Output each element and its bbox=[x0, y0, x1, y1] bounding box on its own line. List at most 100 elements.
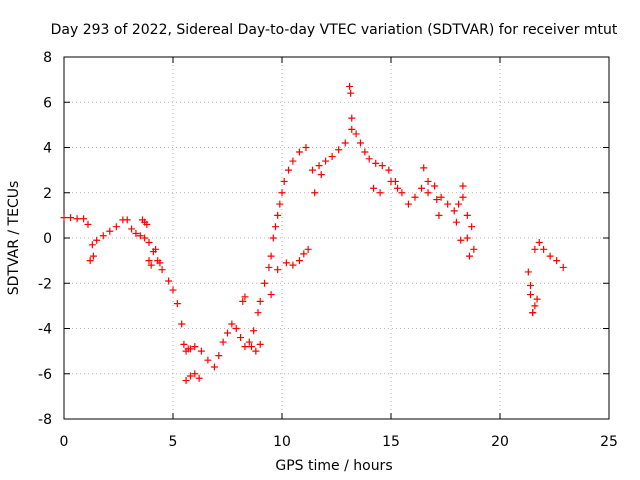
data-point-plus bbox=[252, 347, 260, 355]
data-point-plus bbox=[191, 370, 199, 378]
data-point-plus bbox=[553, 257, 561, 265]
data-point-plus bbox=[256, 340, 264, 348]
data-point-plus bbox=[304, 245, 312, 253]
data-point-plus bbox=[295, 257, 303, 265]
data-point-plus bbox=[215, 352, 223, 360]
data-point-plus bbox=[559, 263, 567, 271]
data-point-plus bbox=[88, 241, 96, 249]
y-tick-label: 6 bbox=[43, 95, 52, 111]
data-point-plus bbox=[93, 236, 101, 244]
data-point-plus bbox=[424, 177, 432, 185]
data-point-plus bbox=[361, 148, 369, 156]
data-point-plus bbox=[348, 125, 356, 133]
data-point-plus bbox=[112, 223, 120, 231]
x-tick-label: 5 bbox=[169, 434, 178, 450]
data-point-plus bbox=[527, 282, 535, 290]
data-point-plus bbox=[533, 295, 541, 303]
x-tick-label: 25 bbox=[600, 434, 618, 450]
data-point-plus bbox=[73, 215, 81, 223]
data-point-plus bbox=[455, 200, 463, 208]
chart-title: Day 293 of 2022, Sidereal Day-to-day VTE… bbox=[51, 22, 618, 38]
data-point-plus bbox=[232, 325, 240, 332]
data-point-plus bbox=[241, 293, 249, 301]
data-point-plus bbox=[365, 155, 373, 163]
data-point-plus bbox=[527, 291, 535, 299]
data-point-plus bbox=[145, 239, 153, 247]
x-tick-labels: 0 5 10 15 20 25 bbox=[60, 434, 618, 450]
data-point-plus bbox=[387, 177, 395, 185]
data-point-plus bbox=[459, 182, 467, 190]
data-point-plus bbox=[182, 377, 190, 385]
data-point-plus bbox=[289, 261, 297, 269]
data-point-plus bbox=[540, 245, 548, 253]
data-point-plus bbox=[106, 227, 114, 235]
data-point-plus bbox=[250, 327, 258, 335]
data-points bbox=[60, 82, 567, 385]
data-point-plus bbox=[84, 220, 92, 228]
data-point-plus bbox=[311, 189, 319, 197]
data-point-plus bbox=[147, 261, 155, 269]
data-point-plus bbox=[143, 220, 151, 228]
data-point-plus bbox=[300, 250, 308, 258]
data-point-plus bbox=[165, 277, 173, 285]
data-point-plus bbox=[450, 207, 458, 215]
data-point-plus bbox=[280, 177, 288, 185]
x-tick-label: 20 bbox=[491, 434, 509, 450]
data-point-plus bbox=[394, 184, 402, 192]
data-point-plus bbox=[459, 193, 467, 201]
data-point-plus bbox=[136, 232, 144, 240]
y-tick-label: -4 bbox=[38, 322, 52, 338]
data-point-plus bbox=[247, 343, 255, 351]
data-point-plus bbox=[309, 166, 317, 174]
data-point-plus bbox=[269, 234, 277, 242]
x-tick-label: 15 bbox=[382, 434, 400, 450]
y-tick-label: -6 bbox=[38, 367, 52, 383]
y-tick-label: 8 bbox=[43, 50, 52, 66]
data-point-plus bbox=[418, 184, 426, 192]
data-point-plus bbox=[531, 245, 539, 253]
y-tick-label: 2 bbox=[43, 186, 52, 202]
data-point-plus bbox=[470, 245, 478, 253]
data-point-plus bbox=[132, 229, 140, 237]
data-point-plus bbox=[463, 234, 471, 242]
data-point-plus bbox=[435, 211, 443, 219]
data-point-plus bbox=[228, 320, 236, 328]
data-point-plus bbox=[245, 338, 253, 346]
data-point-plus bbox=[546, 252, 554, 260]
data-point-plus bbox=[80, 215, 88, 223]
data-point-plus bbox=[186, 345, 194, 353]
data-point-plus bbox=[169, 286, 177, 294]
data-point-plus bbox=[276, 200, 284, 208]
data-point-plus bbox=[452, 218, 460, 226]
data-point-plus bbox=[431, 182, 439, 190]
data-point-plus bbox=[265, 263, 273, 271]
data-point-plus bbox=[282, 259, 290, 267]
x-tick-label: 10 bbox=[273, 434, 291, 450]
data-point-plus bbox=[465, 252, 473, 260]
y-tick-label: -8 bbox=[38, 412, 52, 428]
data-point-plus bbox=[145, 257, 153, 265]
x-axis-label: GPS time / hours bbox=[275, 458, 392, 474]
data-point-plus bbox=[156, 259, 164, 267]
data-point-plus bbox=[335, 146, 343, 154]
data-point-plus bbox=[404, 200, 412, 208]
data-point-plus bbox=[123, 216, 131, 224]
data-point-plus bbox=[531, 302, 539, 310]
data-point-plus bbox=[152, 245, 160, 253]
data-point-plus bbox=[457, 236, 465, 244]
y-tick-label: 0 bbox=[43, 231, 52, 247]
data-point-plus bbox=[128, 225, 136, 233]
axis-ticks bbox=[63, 56, 610, 420]
data-point-plus bbox=[385, 166, 393, 174]
data-point-plus bbox=[378, 162, 386, 170]
data-point-plus bbox=[347, 89, 355, 97]
data-point-plus bbox=[346, 82, 354, 90]
data-point-plus bbox=[398, 189, 406, 197]
data-point-plus bbox=[278, 189, 286, 197]
data-point-plus bbox=[535, 239, 543, 247]
data-point-plus bbox=[372, 159, 380, 167]
data-point-plus bbox=[271, 223, 279, 231]
data-point-plus bbox=[274, 211, 282, 219]
data-point-plus bbox=[224, 329, 231, 337]
